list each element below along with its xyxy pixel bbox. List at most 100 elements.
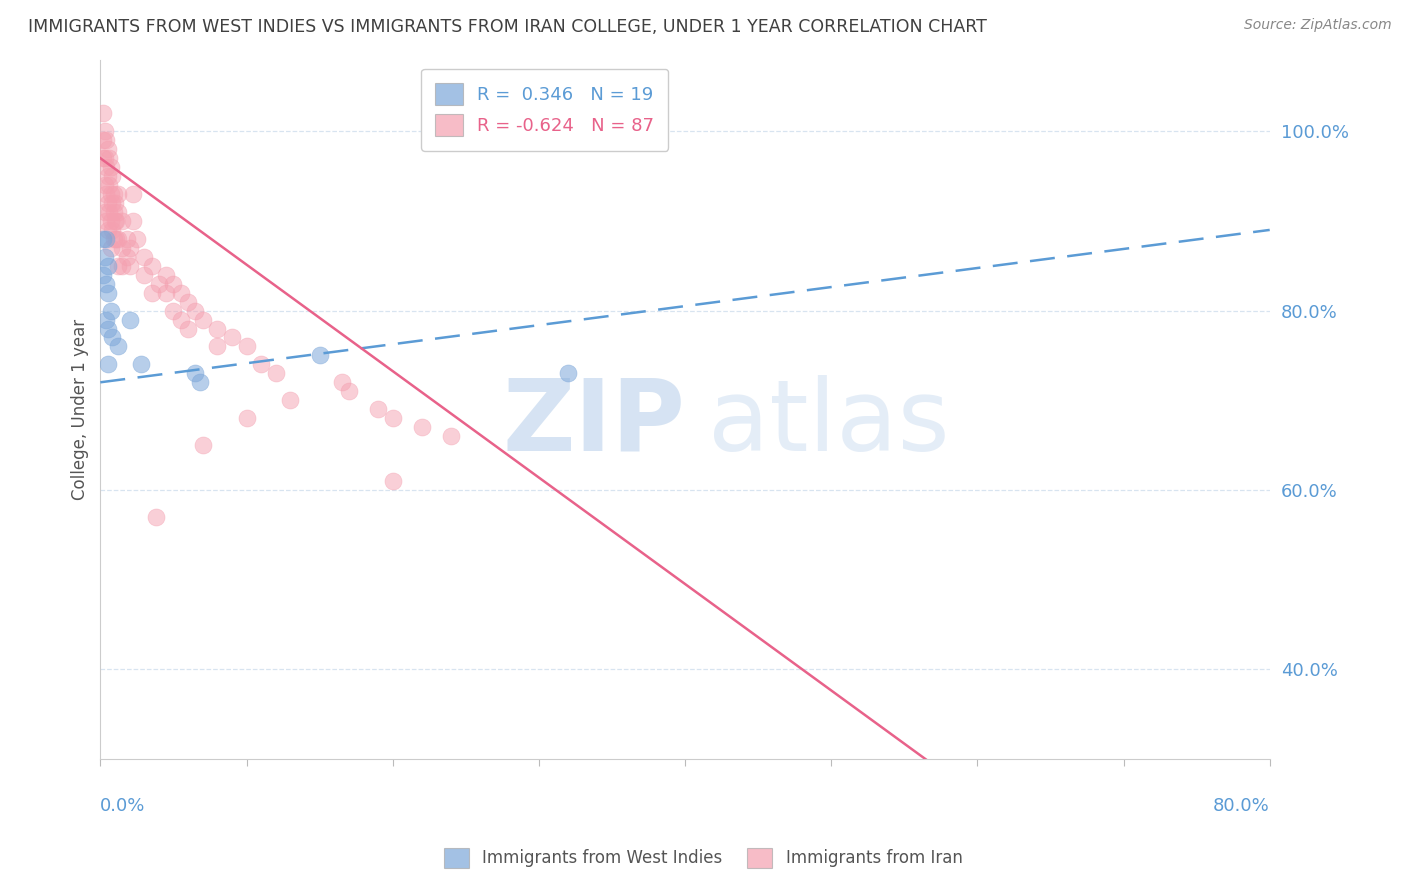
Point [250, 357, 273, 371]
Point [96, 312, 118, 326]
Point [162, 303, 184, 318]
Point [101, 169, 124, 183]
Point [115, 250, 138, 264]
Point [411, 420, 433, 434]
Point [107, 339, 129, 353]
Point [91, 133, 114, 147]
Point [145, 509, 167, 524]
Text: 0.0%: 0.0% [100, 797, 146, 815]
Point [100, 241, 122, 255]
Point [96, 160, 118, 174]
Point [170, 312, 193, 326]
Point [557, 367, 579, 381]
Point [381, 411, 404, 425]
Point [367, 402, 389, 417]
Point [97, 357, 120, 371]
Y-axis label: College, Under 1 year: College, Under 1 year [72, 318, 89, 500]
Point [111, 214, 134, 228]
Point [107, 187, 129, 202]
Point [93, 205, 115, 219]
Point [155, 285, 177, 300]
Point [440, 429, 463, 443]
Legend: R =  0.346   N = 19, R = -0.624   N = 87: R = 0.346 N = 19, R = -0.624 N = 87 [420, 69, 668, 151]
Point [141, 285, 163, 300]
Point [93, 124, 115, 138]
Point [103, 187, 125, 202]
Point [97, 321, 120, 335]
Point [93, 178, 115, 193]
Point [111, 259, 134, 273]
Text: atlas: atlas [709, 375, 950, 472]
Point [188, 376, 211, 390]
Point [118, 312, 141, 326]
Point [91, 232, 114, 246]
Point [184, 303, 207, 318]
Point [381, 474, 404, 488]
Text: Source: ZipAtlas.com: Source: ZipAtlas.com [1244, 18, 1392, 32]
Text: ZIP: ZIP [502, 375, 685, 472]
Point [91, 106, 114, 120]
Point [118, 241, 141, 255]
Point [115, 232, 138, 246]
Point [134, 268, 156, 282]
Point [100, 187, 122, 202]
Point [98, 205, 121, 219]
Point [97, 285, 120, 300]
Point [170, 285, 193, 300]
Point [107, 205, 129, 219]
Point [96, 277, 118, 291]
Point [129, 357, 152, 371]
Point [111, 241, 134, 255]
Point [96, 214, 118, 228]
Point [107, 259, 129, 273]
Point [105, 232, 128, 246]
Point [308, 348, 330, 362]
Point [177, 321, 200, 335]
Point [134, 250, 156, 264]
Point [93, 151, 115, 165]
Point [235, 411, 257, 425]
Point [221, 330, 243, 344]
Point [280, 393, 302, 408]
Point [97, 142, 120, 156]
Point [177, 294, 200, 309]
Point [148, 277, 170, 291]
Point [104, 214, 127, 228]
Point [235, 339, 257, 353]
Point [1112, 841, 1135, 855]
Point [155, 268, 177, 282]
Point [105, 214, 128, 228]
Point [97, 196, 120, 211]
Point [101, 330, 124, 344]
Point [100, 160, 122, 174]
Point [121, 214, 143, 228]
Point [98, 151, 121, 165]
Point [101, 196, 124, 211]
Point [97, 169, 120, 183]
Point [162, 277, 184, 291]
Point [107, 232, 129, 246]
Point [121, 187, 143, 202]
Legend: Immigrants from West Indies, Immigrants from Iran: Immigrants from West Indies, Immigrants … [437, 841, 969, 875]
Point [96, 187, 118, 202]
Point [264, 367, 287, 381]
Point [141, 259, 163, 273]
Point [100, 214, 122, 228]
Point [91, 151, 114, 165]
Text: IMMIGRANTS FROM WEST INDIES VS IMMIGRANTS FROM IRAN COLLEGE, UNDER 1 YEAR CORREL: IMMIGRANTS FROM WEST INDIES VS IMMIGRANT… [28, 18, 987, 36]
Point [97, 259, 120, 273]
Point [207, 339, 229, 353]
Point [103, 232, 125, 246]
Point [125, 232, 148, 246]
Point [91, 268, 114, 282]
Point [118, 259, 141, 273]
Point [337, 384, 360, 399]
Point [93, 250, 115, 264]
Point [97, 223, 120, 237]
Point [96, 232, 118, 246]
Point [98, 178, 121, 193]
Point [96, 133, 118, 147]
Point [207, 321, 229, 335]
Point [184, 367, 207, 381]
Point [100, 303, 122, 318]
